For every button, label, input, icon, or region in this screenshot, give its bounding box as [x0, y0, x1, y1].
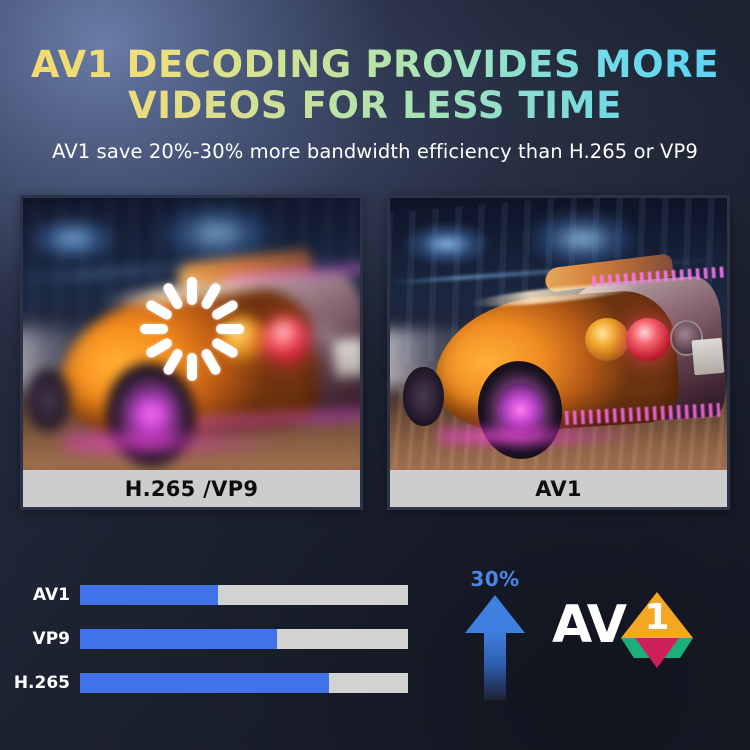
- bandwidth-bar-chart: AV1 VP9 H.265: [0, 560, 440, 700]
- bar-fill-vp9: [80, 629, 277, 649]
- page-title-line-2: VIDEOS FOR LESS TIME: [0, 85, 750, 126]
- savings-percent-label: 30%: [470, 567, 520, 591]
- arrow-up-icon: [465, 595, 525, 700]
- neon-underglow: [437, 421, 647, 451]
- logo-digit-one: 1: [644, 597, 670, 638]
- av1-logo-wordmark: AV: [552, 595, 627, 655]
- car-scene-blurred: [23, 198, 360, 470]
- bar-label-vp9: VP9: [32, 629, 70, 649]
- loading-spinner-icon: [139, 276, 244, 381]
- front-wheel: [27, 368, 71, 433]
- av1-logo-mark-icon: 1: [620, 592, 693, 668]
- bar-fill-h265: [80, 673, 330, 693]
- bar-track-vp9: [80, 629, 408, 649]
- license-plate: [691, 338, 726, 377]
- taillight-amber: [585, 317, 630, 362]
- bar-row-h265: H.265: [0, 670, 430, 696]
- panel-caption-h265-vp9: H.265 /VP9: [23, 470, 360, 507]
- tunnel-light-left: [27, 215, 121, 262]
- page-title-line-1: AV1 DECODING PROVIDES MORE: [0, 44, 750, 85]
- bar-track-h265: [80, 673, 408, 693]
- taillight-red: [262, 316, 310, 363]
- taillight-red: [625, 317, 670, 362]
- bar-fill-av1: [80, 585, 218, 605]
- video-preview-h265-vp9: [23, 198, 360, 470]
- bar-row-vp9: VP9: [0, 626, 430, 652]
- license-plate: [332, 338, 360, 379]
- neon-underglow: [62, 426, 285, 458]
- logo-triangle-top: [620, 592, 693, 638]
- car-scene-sharp: [390, 198, 727, 470]
- arrow-up-stem: [484, 631, 506, 700]
- bar-label-h265: H.265: [13, 673, 70, 693]
- bar-track-av1: [80, 585, 408, 605]
- arrow-up-head: [465, 595, 525, 633]
- bar-row-av1: AV1: [0, 582, 430, 608]
- video-preview-av1: [390, 198, 727, 470]
- comparison-panel-h265-vp9: H.265 /VP9: [20, 195, 363, 510]
- savings-callout: 30%: [450, 567, 540, 702]
- page-subtitle: AV1 save 20%-30% more bandwidth efficien…: [52, 140, 698, 163]
- panel-caption-av1: AV1: [390, 470, 727, 507]
- comparison-panel-av1: AV1: [387, 195, 730, 510]
- bar-label-av1: AV1: [33, 585, 70, 605]
- front-wheel: [403, 366, 444, 427]
- av1-logo: AV 1: [552, 592, 693, 668]
- logo-triangle-bottom: [634, 638, 679, 668]
- page-title: AV1 DECODING PROVIDES MORE VIDEOS FOR LE…: [0, 44, 750, 126]
- tunnel-light-left: [403, 222, 492, 266]
